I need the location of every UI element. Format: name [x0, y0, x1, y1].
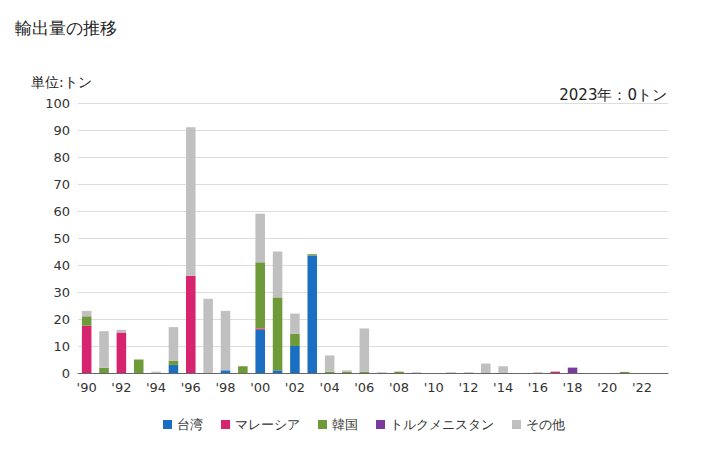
svg-text:'92: '92 — [111, 380, 131, 395]
svg-text:'22: '22 — [632, 380, 652, 395]
svg-text:マレーシア: マレーシア — [235, 417, 300, 432]
svg-text:'16: '16 — [528, 380, 548, 395]
svg-text:輸出量の推移: 輸出量の推移 — [15, 18, 117, 38]
svg-text:20: 20 — [53, 312, 70, 327]
svg-text:台湾: 台湾 — [177, 417, 203, 432]
svg-text:その他: その他 — [526, 417, 565, 432]
svg-text:'02: '02 — [285, 380, 305, 395]
svg-text:30: 30 — [53, 285, 70, 300]
svg-text:'90: '90 — [77, 380, 97, 395]
svg-text:50: 50 — [53, 231, 70, 246]
svg-text:10: 10 — [53, 339, 70, 354]
svg-text:トルクメニスタン: トルクメニスタン — [390, 417, 494, 432]
svg-text:'00: '00 — [250, 380, 270, 395]
svg-text:韓国: 韓国 — [332, 417, 358, 432]
svg-text:100: 100 — [45, 96, 70, 111]
svg-text:'06: '06 — [354, 380, 374, 395]
svg-text:90: 90 — [53, 123, 70, 138]
svg-text:'04: '04 — [320, 380, 340, 395]
svg-text:40: 40 — [53, 258, 70, 273]
svg-text:70: 70 — [53, 177, 70, 192]
svg-text:'18: '18 — [562, 380, 582, 395]
svg-text:'98: '98 — [215, 380, 235, 395]
svg-text:'20: '20 — [597, 380, 617, 395]
svg-text:60: 60 — [53, 204, 70, 219]
svg-text:'08: '08 — [389, 380, 409, 395]
svg-text:'96: '96 — [181, 380, 201, 395]
svg-text:2023年：0トン: 2023年：0トン — [559, 86, 667, 104]
svg-text:0: 0 — [62, 366, 70, 381]
svg-text:'14: '14 — [493, 380, 513, 395]
svg-text:単位:トン: 単位:トン — [31, 74, 92, 90]
svg-text:'12: '12 — [458, 380, 478, 395]
svg-text:'10: '10 — [424, 380, 444, 395]
svg-text:80: 80 — [53, 150, 70, 165]
svg-text:'94: '94 — [146, 380, 166, 395]
